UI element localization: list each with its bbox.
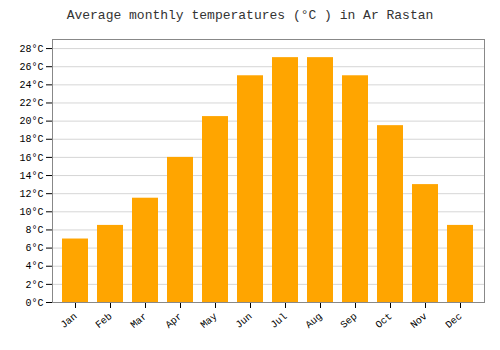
svg-text:May: May (199, 311, 220, 331)
svg-text:Nov: Nov (409, 311, 430, 331)
svg-text:14°C: 14°C (19, 171, 43, 182)
svg-text:Apr: Apr (164, 311, 185, 331)
svg-text:26°C: 26°C (19, 62, 43, 73)
svg-text:8°C: 8°C (25, 225, 43, 236)
svg-text:Mar: Mar (129, 311, 150, 331)
svg-text:12°C: 12°C (19, 189, 43, 200)
svg-text:Jan: Jan (59, 311, 80, 331)
svg-text:20°C: 20°C (19, 116, 43, 127)
svg-text:2°C: 2°C (25, 280, 43, 291)
svg-text:16°C: 16°C (19, 153, 43, 164)
svg-text:10°C: 10°C (19, 207, 43, 218)
svg-text:Dec: Dec (444, 311, 465, 331)
svg-text:Jul: Jul (269, 311, 290, 331)
svg-text:28°C: 28°C (19, 44, 43, 55)
svg-text:24°C: 24°C (19, 80, 43, 91)
svg-text:18°C: 18°C (19, 134, 43, 145)
svg-text:Oct: Oct (374, 311, 395, 331)
svg-text:Aug: Aug (304, 311, 325, 331)
svg-text:4°C: 4°C (25, 261, 43, 272)
svg-text:0°C: 0°C (25, 298, 43, 309)
svg-text:Sep: Sep (339, 311, 360, 331)
svg-text:Jun: Jun (234, 311, 255, 331)
svg-text:Feb: Feb (94, 311, 115, 331)
html-text:Average monthly temperatures (: Average monthly temperatures (°C ) in Ar… (66, 8, 434, 23)
svg-text:6°C: 6°C (25, 243, 43, 254)
svg-text:22°C: 22°C (19, 98, 43, 109)
